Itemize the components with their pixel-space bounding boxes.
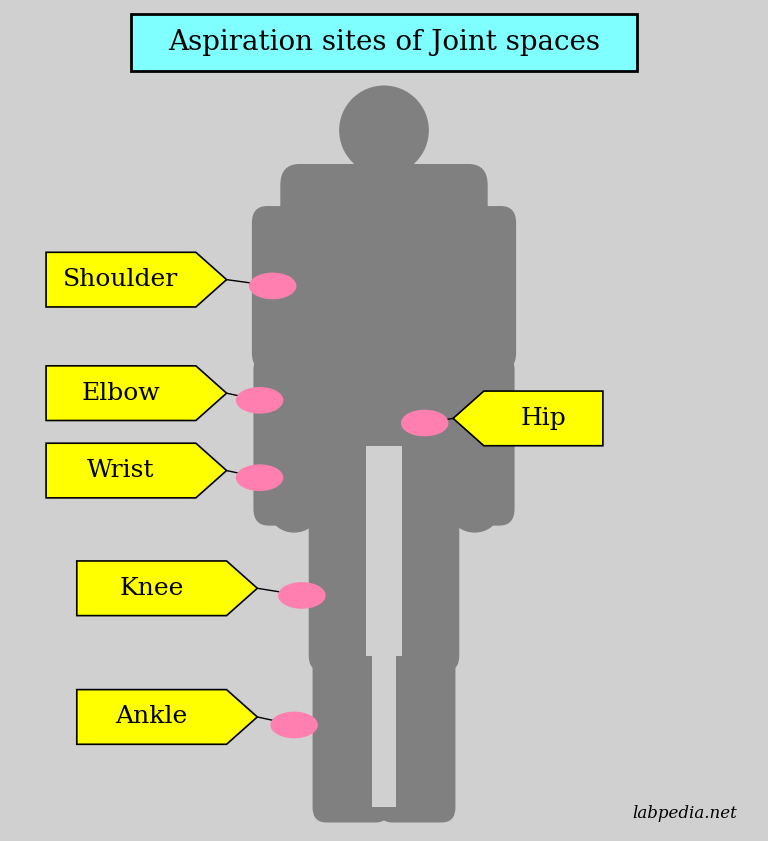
Text: Wrist: Wrist <box>88 459 154 482</box>
Ellipse shape <box>237 465 283 490</box>
Polygon shape <box>77 561 257 616</box>
Bar <box>362 147 406 193</box>
Polygon shape <box>46 366 227 420</box>
Ellipse shape <box>432 214 502 290</box>
Text: labpedia.net: labpedia.net <box>633 806 737 822</box>
Text: Hip: Hip <box>521 407 566 430</box>
FancyBboxPatch shape <box>280 164 488 408</box>
FancyBboxPatch shape <box>252 206 338 370</box>
Ellipse shape <box>279 583 325 608</box>
Ellipse shape <box>452 495 498 532</box>
Ellipse shape <box>271 712 317 738</box>
Polygon shape <box>46 443 227 498</box>
Polygon shape <box>46 252 227 307</box>
FancyBboxPatch shape <box>434 353 515 526</box>
FancyBboxPatch shape <box>253 353 334 526</box>
Bar <box>372 639 396 807</box>
FancyBboxPatch shape <box>131 14 637 71</box>
Text: Aspiration sites of Joint spaces: Aspiration sites of Joint spaces <box>168 29 600 56</box>
Ellipse shape <box>271 495 317 532</box>
FancyBboxPatch shape <box>309 443 392 671</box>
FancyBboxPatch shape <box>313 624 389 822</box>
Text: Elbow: Elbow <box>81 382 161 405</box>
Text: Knee: Knee <box>120 577 184 600</box>
Polygon shape <box>77 690 257 744</box>
FancyBboxPatch shape <box>376 443 459 671</box>
Bar <box>366 446 402 656</box>
Ellipse shape <box>339 87 429 175</box>
Ellipse shape <box>266 214 336 290</box>
Ellipse shape <box>402 410 448 436</box>
Ellipse shape <box>237 388 283 413</box>
FancyBboxPatch shape <box>379 624 455 822</box>
Polygon shape <box>453 391 603 446</box>
Ellipse shape <box>250 273 296 299</box>
FancyBboxPatch shape <box>293 359 475 495</box>
FancyBboxPatch shape <box>430 206 516 370</box>
Text: Shoulder: Shoulder <box>63 268 179 291</box>
Text: Ankle: Ankle <box>115 706 188 728</box>
